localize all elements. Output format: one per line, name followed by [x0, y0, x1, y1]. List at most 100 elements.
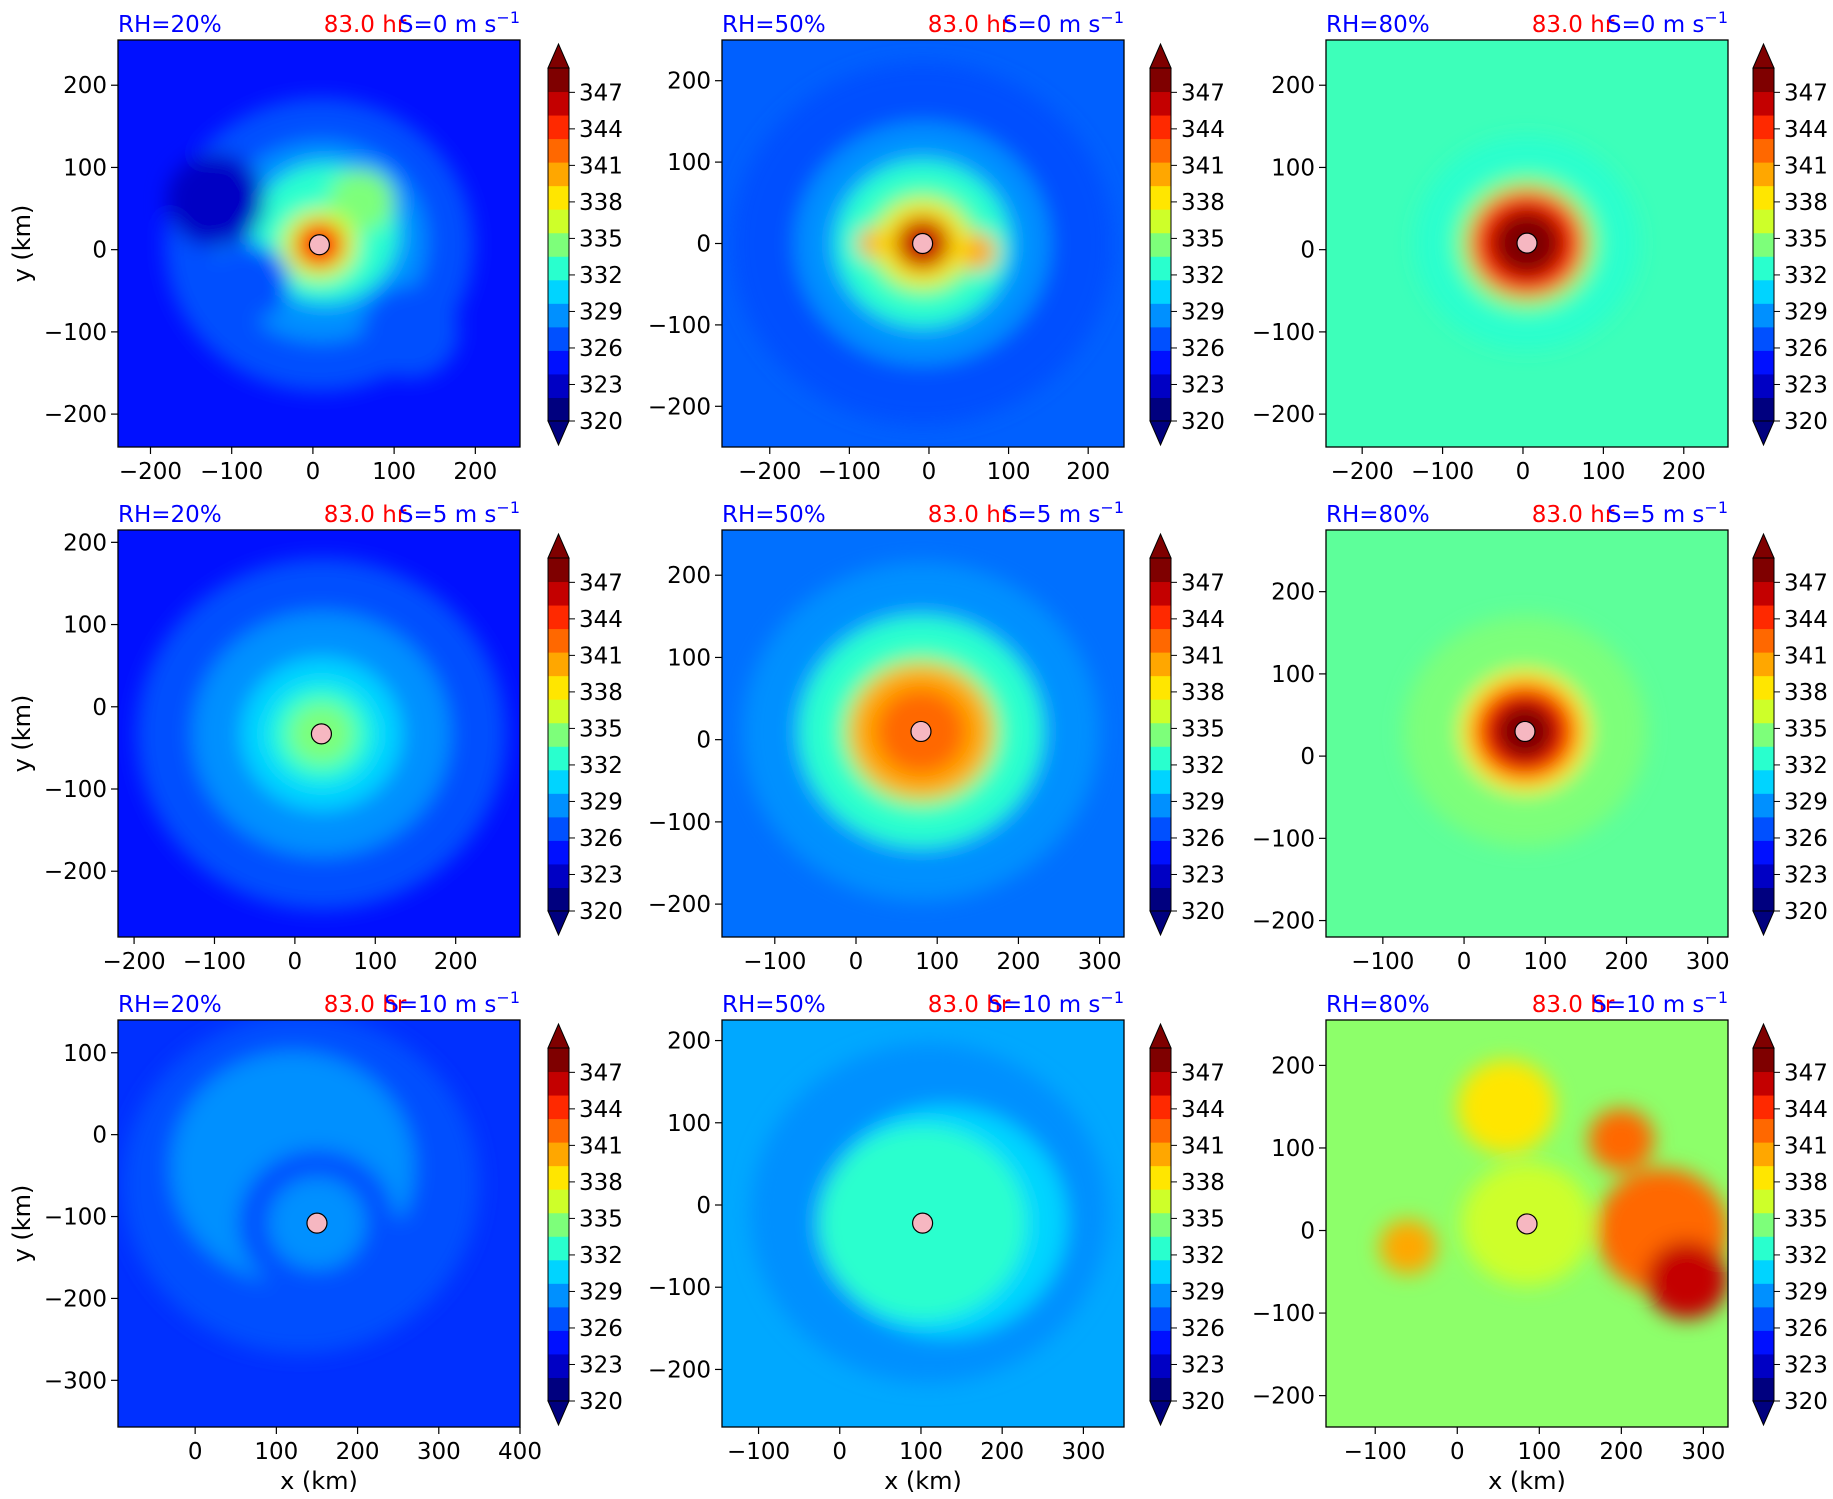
x-tick-label: −100: [1411, 459, 1474, 485]
colorbar-tick-label: 323: [579, 1352, 623, 1378]
panel-grid: −200 −100 0 100 200 200 100 0 −100 −200 y (km) RH=2…: [8, 8, 1730, 1495]
storm-center-marker: [1514, 720, 1536, 743]
colorbar-extend-top: [547, 1022, 570, 1049]
colorbar-segment: [548, 232, 569, 257]
colorbar-segment: [548, 887, 569, 912]
x-axis-label: x (km): [884, 1467, 962, 1495]
x-tick-label: 100: [915, 949, 959, 975]
title-time: 83.0 hr: [324, 502, 407, 528]
x-tick-label: 200: [1599, 1439, 1643, 1465]
colorbar-tick-label: 347: [1784, 80, 1828, 106]
colorbar-tick-label: 338: [579, 190, 623, 216]
colorbar-extend-bottom: [547, 1400, 570, 1427]
colorbar-segment: [1150, 816, 1171, 841]
x-tick-label: −100: [727, 1439, 790, 1465]
contour-blob: [329, 169, 395, 232]
colorbar-segment: [1753, 1071, 1774, 1096]
colorbar-segment: [1753, 397, 1774, 422]
title-rh: RH=20%: [118, 12, 222, 38]
colorbar-frame: [1752, 1047, 1775, 1402]
x-tick-label: 200: [336, 1439, 380, 1465]
axes-frame: [1325, 39, 1729, 448]
colorbar-segment: [1753, 115, 1774, 140]
colorbar-segment: [1150, 326, 1171, 351]
y-tick-label: −200: [44, 1286, 107, 1312]
colorbar-tick-label: 329: [1784, 789, 1828, 815]
colorbar-tick-label: 347: [579, 570, 623, 596]
colorbar: 347 344 341 338 335 332 329 326 323 320: [1752, 532, 1828, 937]
colorbar-segment: [1753, 256, 1774, 281]
colorbar-tick-label: 326: [1784, 336, 1828, 362]
y-tick-label: 200: [63, 530, 107, 556]
panel-p-rh20-s10: 0 100 200 300 400 100 0 −100 −200 −300 x (km) y (km…: [8, 988, 542, 1495]
colorbar-tick-label: 332: [1784, 263, 1828, 289]
colorbar: 347 344 341 338 335 332 329 326 323 320: [547, 532, 623, 937]
colorbar-segment: [548, 863, 569, 888]
colorbar-segment: [1150, 185, 1171, 210]
colorbar-segment: [1150, 209, 1171, 234]
colorbar-segment: [1150, 1353, 1171, 1378]
colorbar-segment: [548, 326, 569, 351]
colorbar-tick-label: 320: [1181, 1389, 1225, 1415]
x-tick-label: 200: [1605, 949, 1649, 975]
title-time: 83.0 hr: [324, 12, 407, 38]
y-tick-label: 0: [1300, 1219, 1315, 1245]
axes-frame: [721, 1019, 1125, 1428]
colorbar-segment: [548, 840, 569, 865]
y-tick-label: −200: [648, 892, 711, 918]
colorbar-extend-bottom: [1149, 1400, 1172, 1427]
y-tick-label: 100: [667, 1111, 711, 1137]
colorbar-segment: [1753, 68, 1774, 93]
colorbar-segment: [1753, 863, 1774, 888]
x-tick-label: 0: [1450, 1439, 1465, 1465]
x-tick-label: 300: [1078, 949, 1122, 975]
y-tick-label: −200: [1252, 1384, 1315, 1410]
title-rh: RH=80%: [1326, 992, 1430, 1018]
colorbar-segment: [548, 769, 569, 794]
colorbar-segment: [1753, 303, 1774, 328]
colorbar-segment: [1150, 793, 1171, 818]
colorbar-tick-label: 344: [1784, 1097, 1828, 1123]
field-p-rh50-s5: [722, 530, 1124, 937]
colorbar-tick-label: 326: [579, 336, 623, 362]
title-shear: S=10 m s−1: [384, 988, 520, 1018]
contour-blob: [166, 154, 265, 247]
title-shear: S=10 m s−1: [1592, 988, 1728, 1018]
colorbar-segment: [1150, 769, 1171, 794]
y-tick-label: 200: [63, 73, 107, 99]
colorbar-extend-top: [547, 532, 570, 559]
title-rh: RH=50%: [722, 992, 826, 1018]
colorbar-segment: [1753, 1142, 1774, 1167]
x-tick-label: 100: [899, 1439, 943, 1465]
colorbar-tick-label: 332: [1181, 263, 1225, 289]
colorbar-tick-label: 326: [1784, 826, 1828, 852]
colorbar-extend-top: [1149, 42, 1172, 69]
y-tick-label: −100: [648, 810, 711, 836]
axes-frame: [721, 529, 1125, 938]
colorbar-segment: [1753, 652, 1774, 677]
colorbar-segment: [1150, 91, 1171, 116]
x-tick-label: 200: [1662, 459, 1706, 485]
colorbar-tick-label: 332: [579, 263, 623, 289]
colorbar-tick-label: 332: [1181, 753, 1225, 779]
colorbar-segment: [1753, 675, 1774, 700]
storm-center-marker: [1516, 1213, 1538, 1235]
title-shear: S=5 m s−1: [399, 498, 520, 528]
y-axis-label: y (km): [8, 205, 36, 283]
colorbar-segment: [1753, 769, 1774, 794]
title-time: 83.0 hr: [1532, 12, 1615, 38]
colorbar-segment: [1753, 793, 1774, 818]
colorbar-segment: [548, 1330, 569, 1355]
y-tick-label: −100: [1252, 826, 1315, 852]
colorbar-segment: [548, 138, 569, 163]
colorbar-segment: [1753, 699, 1774, 724]
y-tick-label: 100: [1271, 1136, 1315, 1162]
panel-p-rh80-s5: −100 0 100 200 300 200 100 0 −100 −200 RH=80% 83.0 …: [1252, 498, 1730, 975]
colorbar-tick-label: 341: [1784, 643, 1828, 669]
colorbar-tick-label: 347: [1784, 1060, 1828, 1086]
colorbar-tick-label: 335: [1181, 716, 1225, 742]
colorbar-segment: [1150, 303, 1171, 328]
colorbar-segment: [1753, 1236, 1774, 1261]
colorbar-segment: [548, 303, 569, 328]
colorbar-segment: [1150, 1048, 1171, 1073]
